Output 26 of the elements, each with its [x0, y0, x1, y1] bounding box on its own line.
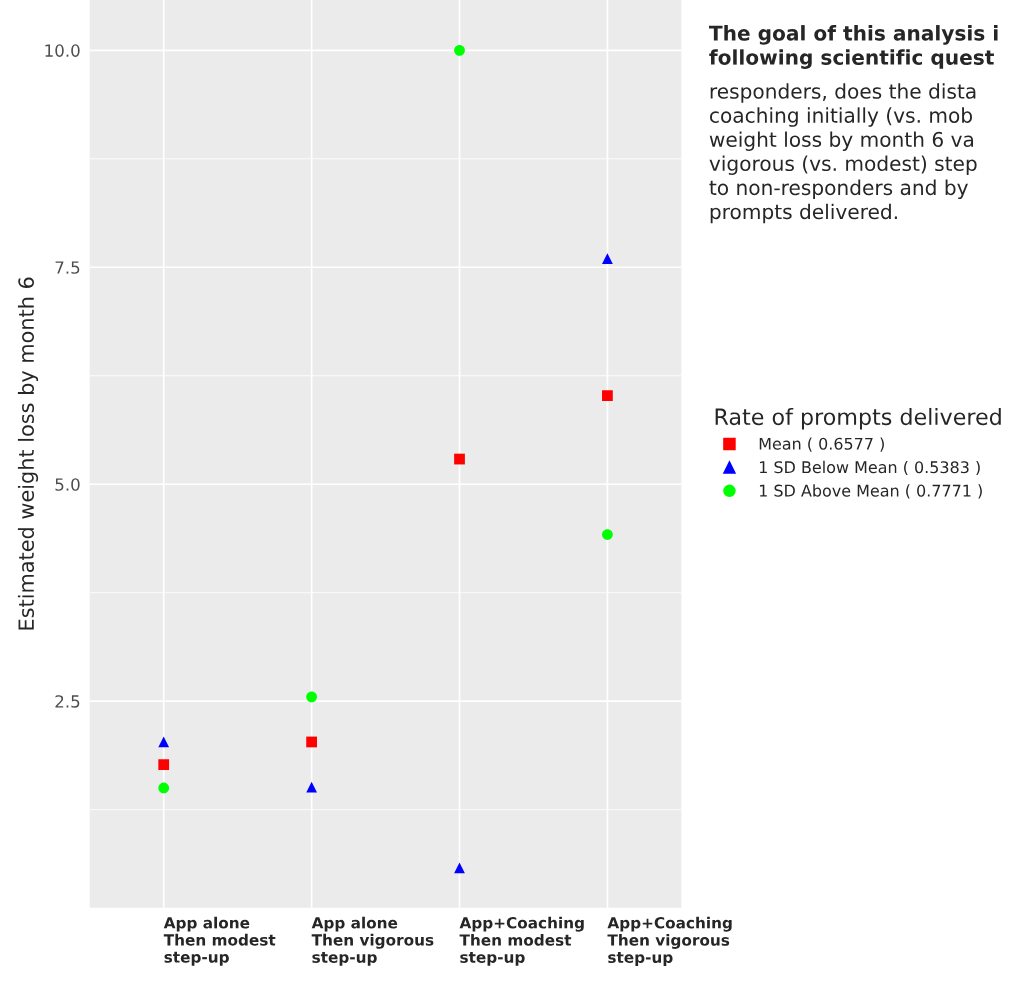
point: [158, 736, 170, 748]
point: [602, 390, 613, 402]
legend-title: Rate of prompts delivered: [715, 407, 1001, 430]
point: [454, 44, 465, 56]
text: responders, does the dista coaching initially (vs. mob weight loss by month 6 va vigorous (vs. modest) step to non-responders and by prompts delivered.: [709, 83, 977, 224]
y-tick-label: 2.5: [55, 695, 80, 708]
x-tick-label: App+Coaching Then modest step-up: [459, 916, 584, 966]
legend-label: Mean ( 0.6577 ): [759, 437, 884, 452]
point: [602, 253, 613, 264]
x-tick-label: App alone Then modest step-up: [163, 916, 276, 966]
legend-label: 1 SD Below Mean ( 0.5383 ): [759, 460, 980, 476]
point: [306, 691, 317, 703]
point: [158, 759, 170, 770]
point: [454, 453, 465, 465]
point: [158, 782, 170, 794]
x-tick-label: App alone Then vigorous step-up: [311, 916, 434, 966]
x-tick-label: App+Coaching Then vigorous step-up: [607, 916, 732, 966]
point: [306, 736, 317, 748]
y-tick-label: 5.0: [55, 478, 80, 491]
point: [602, 529, 613, 540]
legend-label: 1 SD Above Mean ( 0.7771 ): [759, 484, 982, 499]
text: The goal of this analysis i following scientific quest: [709, 25, 998, 69]
y-tick-label: 10.0: [45, 44, 80, 57]
y-axis-title: Estimated weight loss by month 6: [17, 277, 39, 630]
y-tick-label: 7.5: [55, 261, 80, 274]
point: [454, 862, 465, 874]
